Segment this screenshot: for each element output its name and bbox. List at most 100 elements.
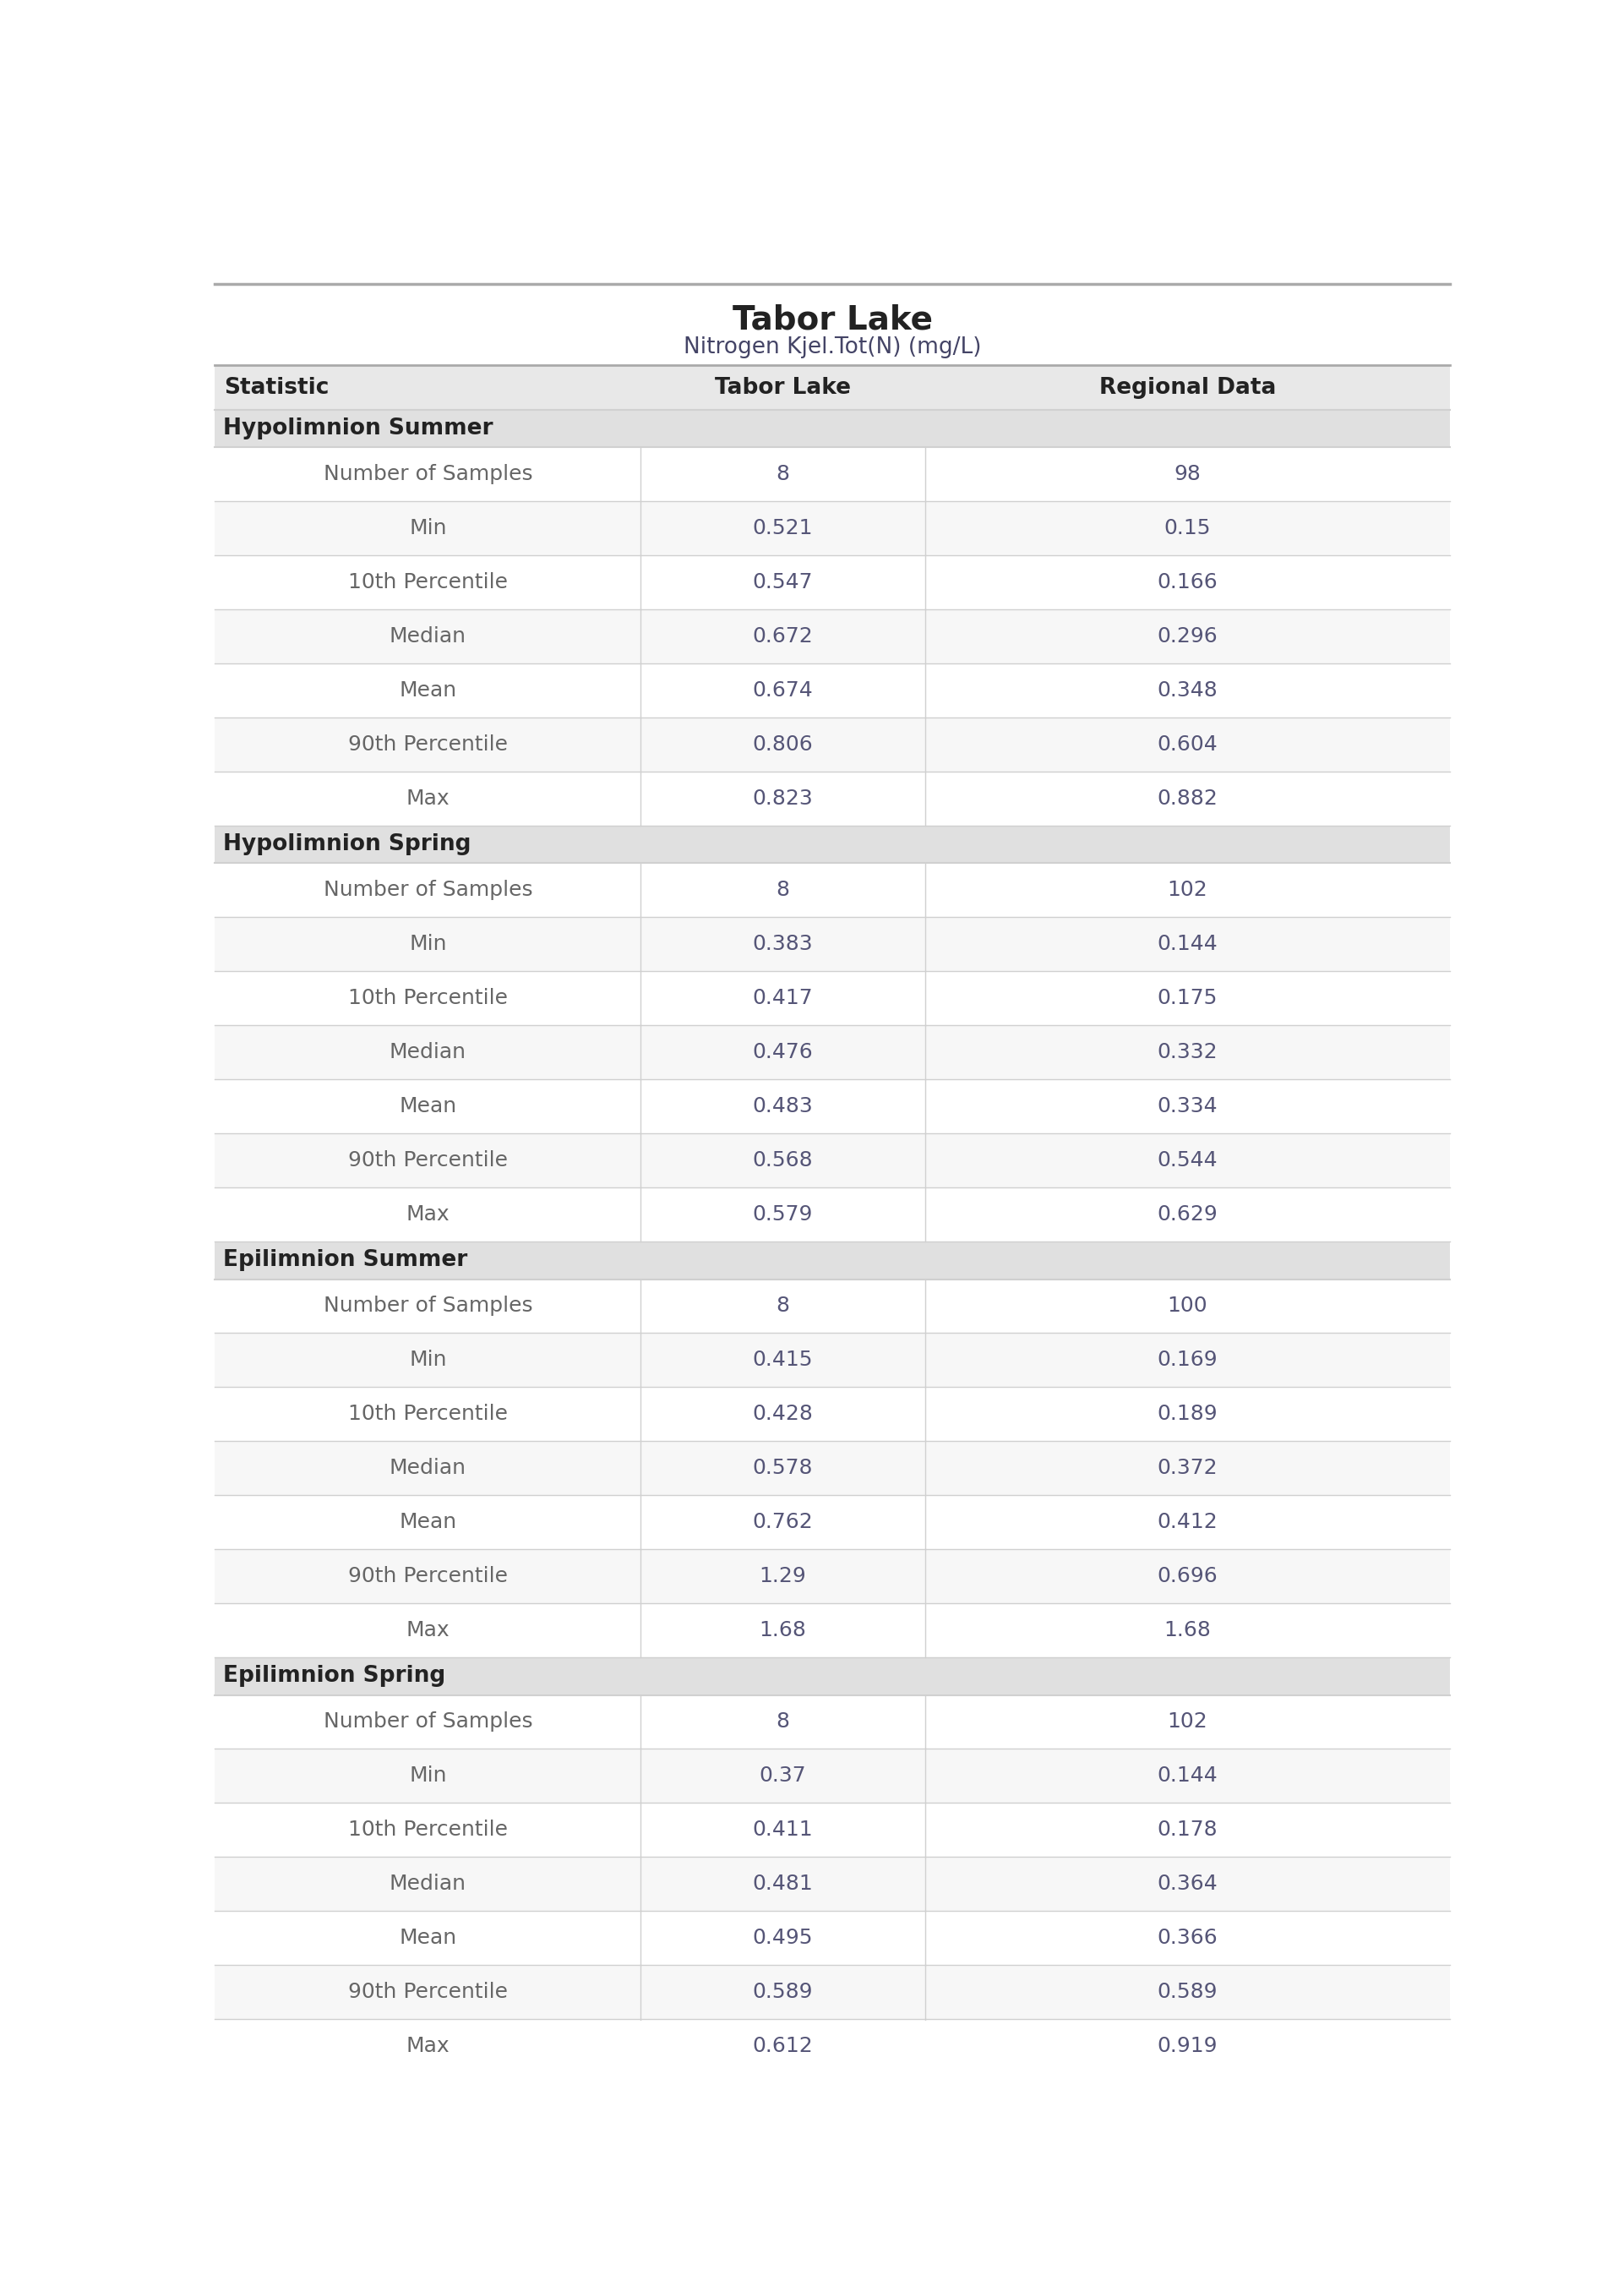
Text: 8: 8 bbox=[776, 1712, 789, 1732]
Bar bbox=[214, 663, 1450, 717]
Text: Min: Min bbox=[409, 935, 447, 953]
Text: 0.762: 0.762 bbox=[752, 1512, 814, 1532]
Text: 0.674: 0.674 bbox=[752, 681, 814, 701]
Text: 0.882: 0.882 bbox=[1156, 788, 1218, 808]
Text: 0.175: 0.175 bbox=[1158, 987, 1218, 1008]
Bar bbox=[214, 1332, 1450, 1387]
Text: Epilimnion Spring: Epilimnion Spring bbox=[222, 1666, 445, 1687]
Bar bbox=[214, 1387, 1450, 1441]
Bar bbox=[214, 717, 1450, 772]
Text: 0.15: 0.15 bbox=[1164, 518, 1212, 538]
Text: Min: Min bbox=[409, 1351, 447, 1371]
Text: Regional Data: Regional Data bbox=[1099, 377, 1276, 400]
Bar bbox=[214, 1496, 1450, 1548]
Text: Nitrogen Kjel.Tot(N) (mg/L): Nitrogen Kjel.Tot(N) (mg/L) bbox=[684, 336, 981, 359]
Bar bbox=[214, 1187, 1450, 1242]
Bar bbox=[214, 502, 1450, 556]
Text: 0.366: 0.366 bbox=[1156, 1927, 1218, 1948]
Text: 90th Percentile: 90th Percentile bbox=[348, 735, 508, 754]
Text: Number of Samples: Number of Samples bbox=[323, 465, 533, 484]
Text: Min: Min bbox=[409, 518, 447, 538]
Text: 0.372: 0.372 bbox=[1158, 1457, 1218, 1478]
Bar bbox=[214, 1548, 1450, 1603]
Bar bbox=[214, 447, 1450, 502]
Text: 0.823: 0.823 bbox=[752, 788, 814, 808]
Text: 0.332: 0.332 bbox=[1158, 1042, 1218, 1062]
Text: Hypolimnion Summer: Hypolimnion Summer bbox=[222, 418, 492, 440]
Text: 0.589: 0.589 bbox=[752, 1982, 814, 2002]
Text: Max: Max bbox=[406, 788, 450, 808]
Bar bbox=[214, 1857, 1450, 1911]
Text: 0.495: 0.495 bbox=[752, 1927, 814, 1948]
Text: 102: 102 bbox=[1168, 881, 1208, 901]
Bar bbox=[214, 1696, 1450, 1748]
Text: 100: 100 bbox=[1168, 1296, 1208, 1317]
Text: Tabor Lake: Tabor Lake bbox=[715, 377, 851, 400]
Text: 0.144: 0.144 bbox=[1156, 1766, 1218, 1786]
Text: 0.348: 0.348 bbox=[1156, 681, 1218, 701]
Text: 0.178: 0.178 bbox=[1158, 1821, 1218, 1841]
Bar bbox=[214, 1657, 1450, 1696]
Text: 0.612: 0.612 bbox=[752, 2036, 814, 2057]
Bar bbox=[214, 608, 1450, 663]
Text: 0.629: 0.629 bbox=[1156, 1203, 1218, 1224]
Text: Statistic: Statistic bbox=[224, 377, 330, 400]
Bar bbox=[214, 917, 1450, 972]
Bar bbox=[214, 1911, 1450, 1966]
Text: 0.169: 0.169 bbox=[1158, 1351, 1218, 1371]
Text: Number of Samples: Number of Samples bbox=[323, 1712, 533, 1732]
Text: Median: Median bbox=[390, 627, 466, 647]
Bar bbox=[214, 826, 1450, 863]
Text: 0.806: 0.806 bbox=[752, 735, 814, 754]
Bar bbox=[214, 1802, 1450, 1857]
Bar bbox=[214, 1748, 1450, 1802]
Bar bbox=[214, 972, 1450, 1026]
Bar bbox=[214, 1603, 1450, 1657]
Bar bbox=[214, 409, 1450, 447]
Text: 0.568: 0.568 bbox=[752, 1151, 814, 1171]
Bar bbox=[214, 2018, 1450, 2073]
Text: 1.29: 1.29 bbox=[760, 1566, 807, 1587]
Text: 90th Percentile: 90th Percentile bbox=[348, 1982, 508, 2002]
Text: 0.411: 0.411 bbox=[752, 1821, 814, 1841]
Bar bbox=[214, 556, 1450, 608]
Text: 10th Percentile: 10th Percentile bbox=[348, 987, 508, 1008]
Bar bbox=[214, 772, 1450, 826]
Text: 0.589: 0.589 bbox=[1158, 1982, 1218, 2002]
Text: 0.415: 0.415 bbox=[752, 1351, 814, 1371]
Text: 0.521: 0.521 bbox=[752, 518, 814, 538]
Text: 0.428: 0.428 bbox=[752, 1403, 814, 1423]
Text: 0.544: 0.544 bbox=[1158, 1151, 1218, 1171]
Text: 10th Percentile: 10th Percentile bbox=[348, 1821, 508, 1841]
Text: 10th Percentile: 10th Percentile bbox=[348, 572, 508, 592]
Text: Tabor Lake: Tabor Lake bbox=[732, 304, 932, 336]
Bar bbox=[214, 1242, 1450, 1278]
Text: 0.144: 0.144 bbox=[1156, 935, 1218, 953]
Text: 0.604: 0.604 bbox=[1156, 735, 1218, 754]
Text: Hypolimnion Spring: Hypolimnion Spring bbox=[222, 833, 471, 856]
Text: Mean: Mean bbox=[400, 1096, 456, 1117]
Text: Epilimnion Summer: Epilimnion Summer bbox=[222, 1249, 468, 1271]
Text: 0.578: 0.578 bbox=[752, 1457, 814, 1478]
Text: Median: Median bbox=[390, 1042, 466, 1062]
Text: 90th Percentile: 90th Percentile bbox=[348, 1566, 508, 1587]
Text: 0.37: 0.37 bbox=[760, 1766, 807, 1786]
Text: 0.334: 0.334 bbox=[1158, 1096, 1218, 1117]
Text: Median: Median bbox=[390, 1873, 466, 1893]
Text: 0.672: 0.672 bbox=[752, 627, 814, 647]
Bar bbox=[214, 1278, 1450, 1332]
Bar bbox=[214, 1441, 1450, 1496]
Text: 0.296: 0.296 bbox=[1156, 627, 1218, 647]
Text: 8: 8 bbox=[776, 465, 789, 484]
Text: 0.166: 0.166 bbox=[1156, 572, 1218, 592]
Text: Max: Max bbox=[406, 1203, 450, 1224]
Text: 0.696: 0.696 bbox=[1156, 1566, 1218, 1587]
Bar bbox=[214, 863, 1450, 917]
Text: 8: 8 bbox=[776, 881, 789, 901]
Text: Max: Max bbox=[406, 1621, 450, 1641]
Text: 8: 8 bbox=[776, 1296, 789, 1317]
Text: Max: Max bbox=[406, 2036, 450, 2057]
Text: 0.919: 0.919 bbox=[1158, 2036, 1218, 2057]
Text: 98: 98 bbox=[1174, 465, 1200, 484]
Bar bbox=[214, 1966, 1450, 2018]
